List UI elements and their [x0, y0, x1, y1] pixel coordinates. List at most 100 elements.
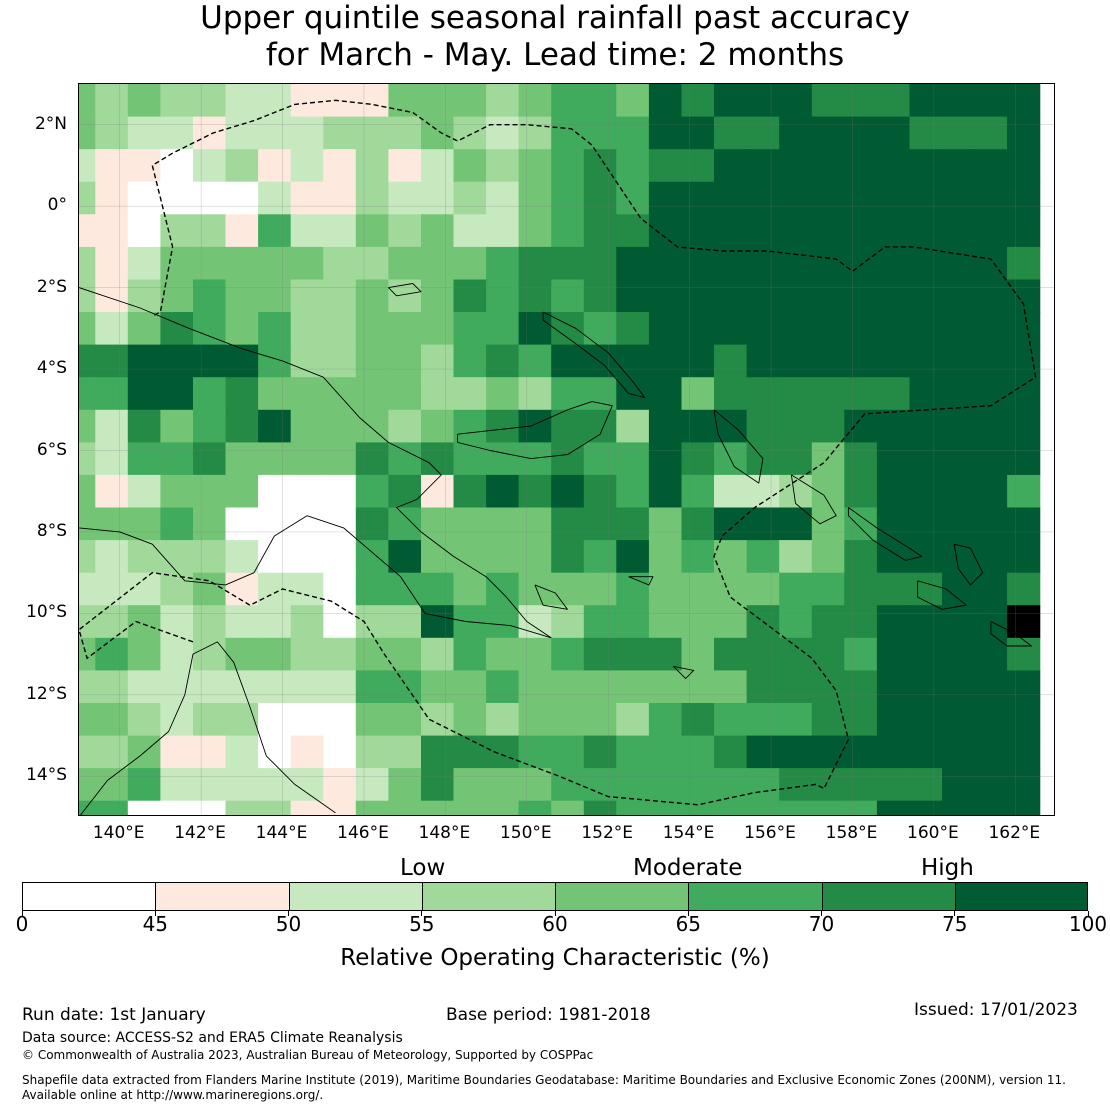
- grid-cell: [583, 507, 617, 541]
- grid-cell: [942, 507, 976, 541]
- grid-cell: [258, 670, 292, 704]
- colorbar-segment: [422, 883, 556, 910]
- grid-cell: [551, 84, 585, 118]
- grid-cell: [1007, 246, 1041, 281]
- grid-cell: [453, 149, 487, 183]
- grid-cell: [616, 605, 650, 639]
- grid-cell: [79, 149, 96, 183]
- grid-cell: [453, 312, 487, 346]
- grid-cell: [876, 181, 911, 215]
- grid-cell: [95, 279, 129, 313]
- grid-cell: [95, 312, 129, 346]
- grid-cell: [1007, 768, 1041, 802]
- grid-cell: [388, 181, 422, 215]
- grid-cell: [127, 116, 161, 150]
- grid-cell: [518, 735, 552, 769]
- grid-cell: [290, 637, 324, 671]
- grid-cell: [355, 768, 389, 802]
- grid-cell: [225, 377, 259, 411]
- grid-cell: [160, 442, 194, 476]
- grid-cell: [583, 344, 617, 378]
- grid-cell: [909, 800, 943, 815]
- grid-cell: [974, 344, 1008, 378]
- grid-cell: [193, 703, 227, 737]
- grid-cell: [160, 605, 194, 639]
- category-moderate: Moderate: [633, 855, 743, 881]
- lon-tick-label: 140°E: [92, 823, 145, 843]
- grid-cell: [909, 149, 943, 183]
- grid-cell: [127, 312, 161, 346]
- grid-cell: [160, 246, 194, 281]
- grid-cell: [942, 670, 976, 704]
- grid-cell: [909, 84, 943, 118]
- grid-cell: [714, 116, 748, 150]
- grid-cell: [876, 670, 911, 704]
- grid-cell: [909, 214, 943, 248]
- grid-cell: [714, 637, 748, 671]
- grid-cell: [551, 279, 585, 313]
- grid-cell: [258, 409, 292, 443]
- grid-cell: [453, 116, 487, 150]
- grid-cell: [355, 474, 389, 509]
- grid-cell: [79, 116, 96, 150]
- grid-cell: [942, 116, 976, 150]
- grid-cell: [746, 507, 780, 541]
- grid-cell: [193, 670, 227, 704]
- grid-cell: [355, 214, 389, 248]
- grid-cell: [648, 279, 683, 313]
- png-eez-dashed-line: [79, 99, 1037, 806]
- grid-cell: [127, 800, 161, 815]
- grid-cell: [127, 474, 161, 509]
- grid-cell: [355, 246, 389, 281]
- grid-cell: [323, 605, 357, 639]
- grid-cell: [225, 149, 259, 183]
- grid-cell: [160, 344, 194, 378]
- grid-cell: [681, 637, 715, 671]
- grid-cell: [193, 149, 227, 183]
- grid-cell: [127, 344, 161, 378]
- grid-cell: [681, 507, 715, 541]
- grid-cell: [486, 637, 520, 671]
- grid-cell: [258, 312, 292, 346]
- grid-cell: [811, 246, 845, 281]
- grid-cell: [193, 181, 227, 215]
- grid-cell: [258, 540, 292, 574]
- grid-cell: [1007, 703, 1041, 737]
- data-source: Data source: ACCESS-S2 and ERA5 Climate …: [22, 1030, 403, 1046]
- santa-isabel-island: [847, 507, 923, 561]
- grid-cell: [95, 768, 129, 802]
- grid-cell: [225, 507, 259, 541]
- grid-cell: [160, 214, 194, 248]
- grid-cell: [453, 768, 487, 802]
- grid-cell: [909, 670, 943, 704]
- grid-cell: [974, 84, 1008, 118]
- grid-cell: [746, 572, 780, 606]
- colorbar-segment: [156, 883, 290, 910]
- grid-cell: [225, 703, 259, 737]
- grid-cell: [421, 605, 455, 639]
- grid-cell: [779, 377, 813, 411]
- grid-cell: [95, 214, 129, 248]
- grid-cell: [714, 735, 748, 769]
- grid-cell: [258, 507, 292, 541]
- woodlark-island: [628, 576, 654, 586]
- grid-cell: [876, 246, 911, 281]
- grid-cell: [779, 735, 813, 769]
- grid-cell: [681, 377, 715, 411]
- grid-cell: [714, 409, 748, 443]
- grid-cell: [95, 507, 129, 541]
- grid-cell: [388, 312, 422, 346]
- grid-cell: [486, 312, 520, 346]
- grid-cell: [355, 344, 389, 378]
- lon-tick-label: 142°E: [174, 823, 226, 843]
- grid-cell: [225, 768, 259, 802]
- grid-cell: [518, 637, 552, 671]
- grid-cell: [648, 377, 683, 411]
- grid-cell: [876, 312, 911, 346]
- grid-cell: [79, 474, 96, 509]
- grid-cell: [811, 540, 845, 574]
- grid-cell: [583, 637, 617, 671]
- grid-cell: [811, 572, 845, 606]
- grid-cell: [551, 377, 585, 411]
- grid-cell: [942, 409, 976, 443]
